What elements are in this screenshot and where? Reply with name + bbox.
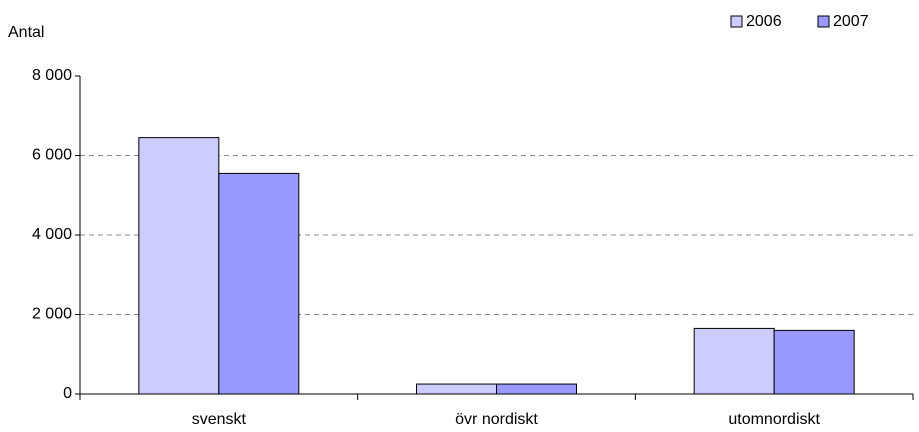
legend-label: 2006	[746, 13, 782, 30]
bar	[138, 137, 220, 395]
y-tick-label: 2 000	[32, 306, 72, 323]
x-tick-label: utomnordiskt	[728, 411, 820, 428]
legend-swatch	[730, 15, 743, 28]
y-tick-label: 4 000	[32, 226, 72, 243]
x-tick-label: övr nordiskt	[455, 411, 538, 428]
bar	[693, 327, 775, 395]
legend-label: 2007	[833, 13, 869, 30]
bar	[416, 383, 497, 395]
y-axis-label: Antal	[8, 24, 44, 41]
y-tick-label: 0	[63, 385, 72, 402]
legend-swatch	[817, 15, 830, 28]
y-tick-label: 8 000	[32, 67, 72, 84]
y-tick-label: 6 000	[32, 147, 72, 164]
x-tick-label: svenskt	[192, 411, 247, 428]
bar	[496, 383, 577, 395]
bar	[218, 172, 300, 395]
bar	[773, 329, 855, 395]
